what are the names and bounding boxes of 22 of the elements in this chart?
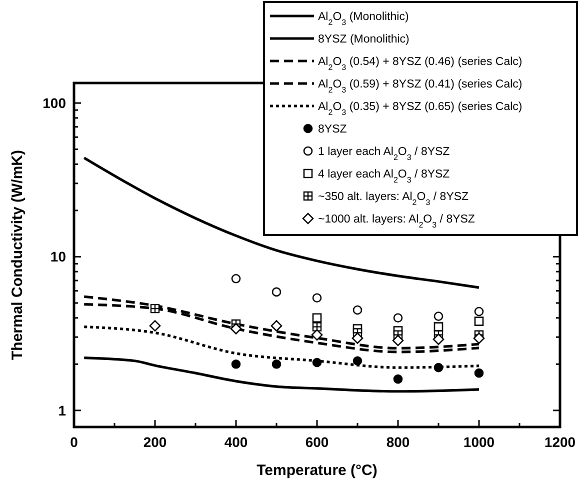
- x-tick-label: 0: [70, 434, 78, 450]
- legend-label: ~1000 alt. layers: Al$_{2}$O$_{3}$ / 8YSZ: [318, 214, 475, 229]
- y-axis-title: Thermal Conductivity (W/mK): [9, 150, 26, 360]
- legend-label: Al$_{2}$O$_{3}$ (0.59) + 8YSZ (0.41) (series Calc): [318, 78, 522, 94]
- x-tick-label: 600: [305, 434, 329, 450]
- legend-label: 4 layer each Al$_{2}$O$_{3}$ / 8YSZ: [318, 168, 450, 184]
- legend-label: Al$_{2}$O$_{3}$ (Monolithic): [318, 11, 409, 26]
- x-tick-label: 400: [224, 434, 248, 450]
- x-tick-label: 200: [143, 434, 167, 450]
- x-tick-label: 800: [386, 434, 410, 450]
- legend-label: ~350 alt. layers: Al$_{2}$O$_{3}$ / 8YSZ: [318, 191, 469, 206]
- legend-label: 1 layer each Al$_{2}$O$_{3}$ / 8YSZ: [318, 146, 450, 162]
- x-axis-title: Temperature (°C): [256, 462, 378, 479]
- y-tick-label: 1: [58, 402, 66, 418]
- x-tick-label: 1000: [463, 434, 495, 450]
- legend-label: Al$_{2}$O$_{3}$ (0.54) + 8YSZ (0.46) (series Calc): [318, 56, 522, 72]
- legend-label: 8YSZ: [318, 124, 347, 136]
- y-tick-label: 10: [50, 248, 66, 265]
- y-tick-label: 100: [42, 95, 66, 112]
- legend-label: Al$_{2}$O$_{3}$ (0.35) + 8YSZ (0.65) (series Calc): [318, 101, 522, 116]
- legend-label: 8YSZ (Monolithic): [318, 34, 410, 46]
- x-tick-label: 1200: [544, 434, 576, 450]
